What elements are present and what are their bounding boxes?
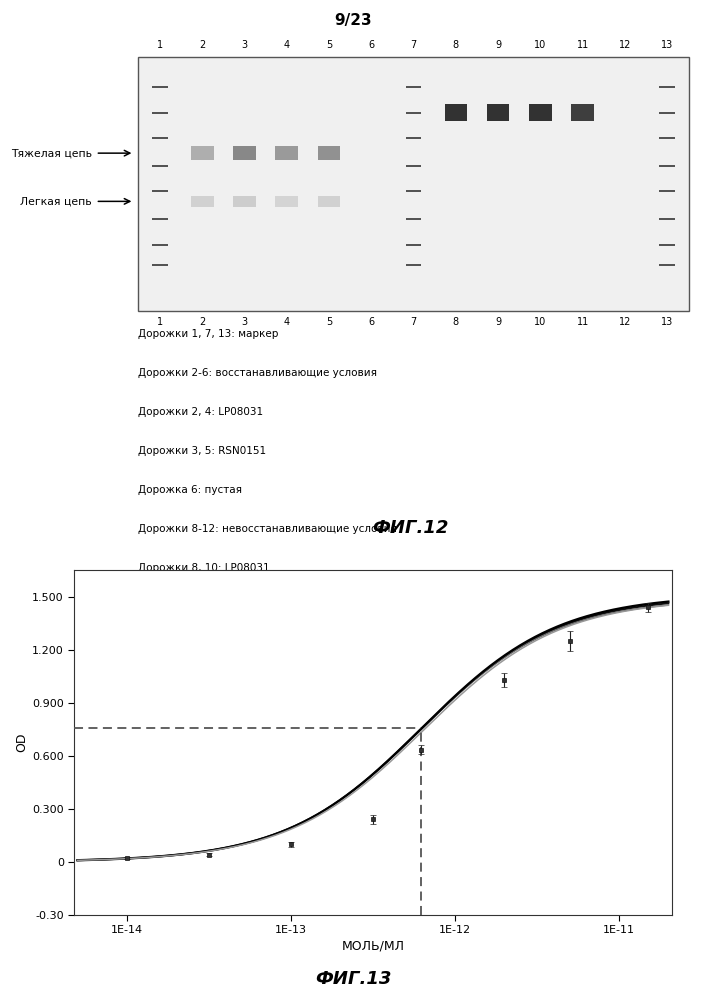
Text: 11: 11: [577, 317, 589, 327]
Text: ФИГ.12: ФИГ.12: [372, 519, 448, 537]
Text: 9: 9: [495, 317, 501, 327]
Text: 4: 4: [284, 40, 290, 50]
Bar: [445, 104, 467, 121]
Text: 2: 2: [199, 317, 205, 327]
Text: Дорожки 9, 11: RSN0151: Дорожки 9, 11: RSN0151: [138, 602, 273, 612]
Text: 13: 13: [661, 317, 673, 327]
Text: 6: 6: [368, 40, 375, 50]
Text: 1: 1: [157, 317, 163, 327]
Bar: [317, 196, 340, 207]
Text: Дорожки 1, 7, 13: маркер: Дорожки 1, 7, 13: маркер: [138, 329, 279, 339]
Bar: [191, 196, 214, 207]
Text: Дорожки 8-12: невосстанавливающие условия: Дорожки 8-12: невосстанавливающие услови…: [138, 524, 397, 534]
Text: Легкая цепь: Легкая цепь: [21, 196, 92, 206]
Text: 7: 7: [411, 317, 416, 327]
Bar: [233, 196, 256, 207]
Legend: [A]1/LP09031 (стандарт) (6,20E-13), seq. [A]2, seq. [A]3, [A]4/LP08031 (стандарт: [A]1/LP09031 (стандарт) (6,20E-13), seq.…: [67, 996, 507, 1000]
Text: ФИГ.13: ФИГ.13: [315, 970, 392, 988]
Text: 1: 1: [157, 40, 163, 50]
Text: 10: 10: [534, 40, 547, 50]
Bar: [276, 196, 298, 207]
Bar: [529, 104, 551, 121]
Text: 8: 8: [452, 40, 459, 50]
Text: 13: 13: [661, 40, 673, 50]
Text: 6: 6: [368, 317, 375, 327]
Text: 12: 12: [619, 317, 631, 327]
Text: 5: 5: [326, 317, 332, 327]
Text: 11: 11: [577, 40, 589, 50]
Text: 4: 4: [284, 317, 290, 327]
Text: Дорожки 2, 4: LP08031: Дорожки 2, 4: LP08031: [138, 407, 263, 417]
Text: 3: 3: [241, 40, 247, 50]
Bar: [317, 146, 340, 160]
Text: Дорожки 2-6: восстанавливающие условия: Дорожки 2-6: восстанавливающие условия: [138, 368, 377, 378]
Text: 5: 5: [326, 40, 332, 50]
Bar: [233, 146, 256, 160]
Bar: [571, 104, 594, 121]
Text: 7: 7: [411, 40, 416, 50]
X-axis label: МОЛЬ/МЛ: МОЛЬ/МЛ: [341, 940, 404, 953]
Text: 9/23: 9/23: [334, 13, 373, 28]
Text: Дорожка 6: пустая: Дорожка 6: пустая: [138, 485, 242, 495]
Text: 9: 9: [495, 40, 501, 50]
Bar: [191, 146, 214, 160]
Text: 12: 12: [619, 40, 631, 50]
Y-axis label: OD: OD: [15, 733, 28, 752]
Text: 10: 10: [534, 317, 547, 327]
Text: Дорожки 3, 5: RSN0151: Дорожки 3, 5: RSN0151: [138, 446, 266, 456]
Bar: [138, 57, 689, 310]
Text: 3: 3: [241, 317, 247, 327]
Text: Тяжелая цепь: Тяжелая цепь: [11, 148, 92, 158]
Bar: [276, 146, 298, 160]
Text: Дорожки 8, 10: LP08031: Дорожки 8, 10: LP08031: [138, 563, 269, 573]
Text: 8: 8: [452, 317, 459, 327]
Text: Дорожка 12: пустая: Дорожка 12: пустая: [138, 640, 248, 650]
Text: 2: 2: [199, 40, 205, 50]
Bar: [487, 104, 510, 121]
